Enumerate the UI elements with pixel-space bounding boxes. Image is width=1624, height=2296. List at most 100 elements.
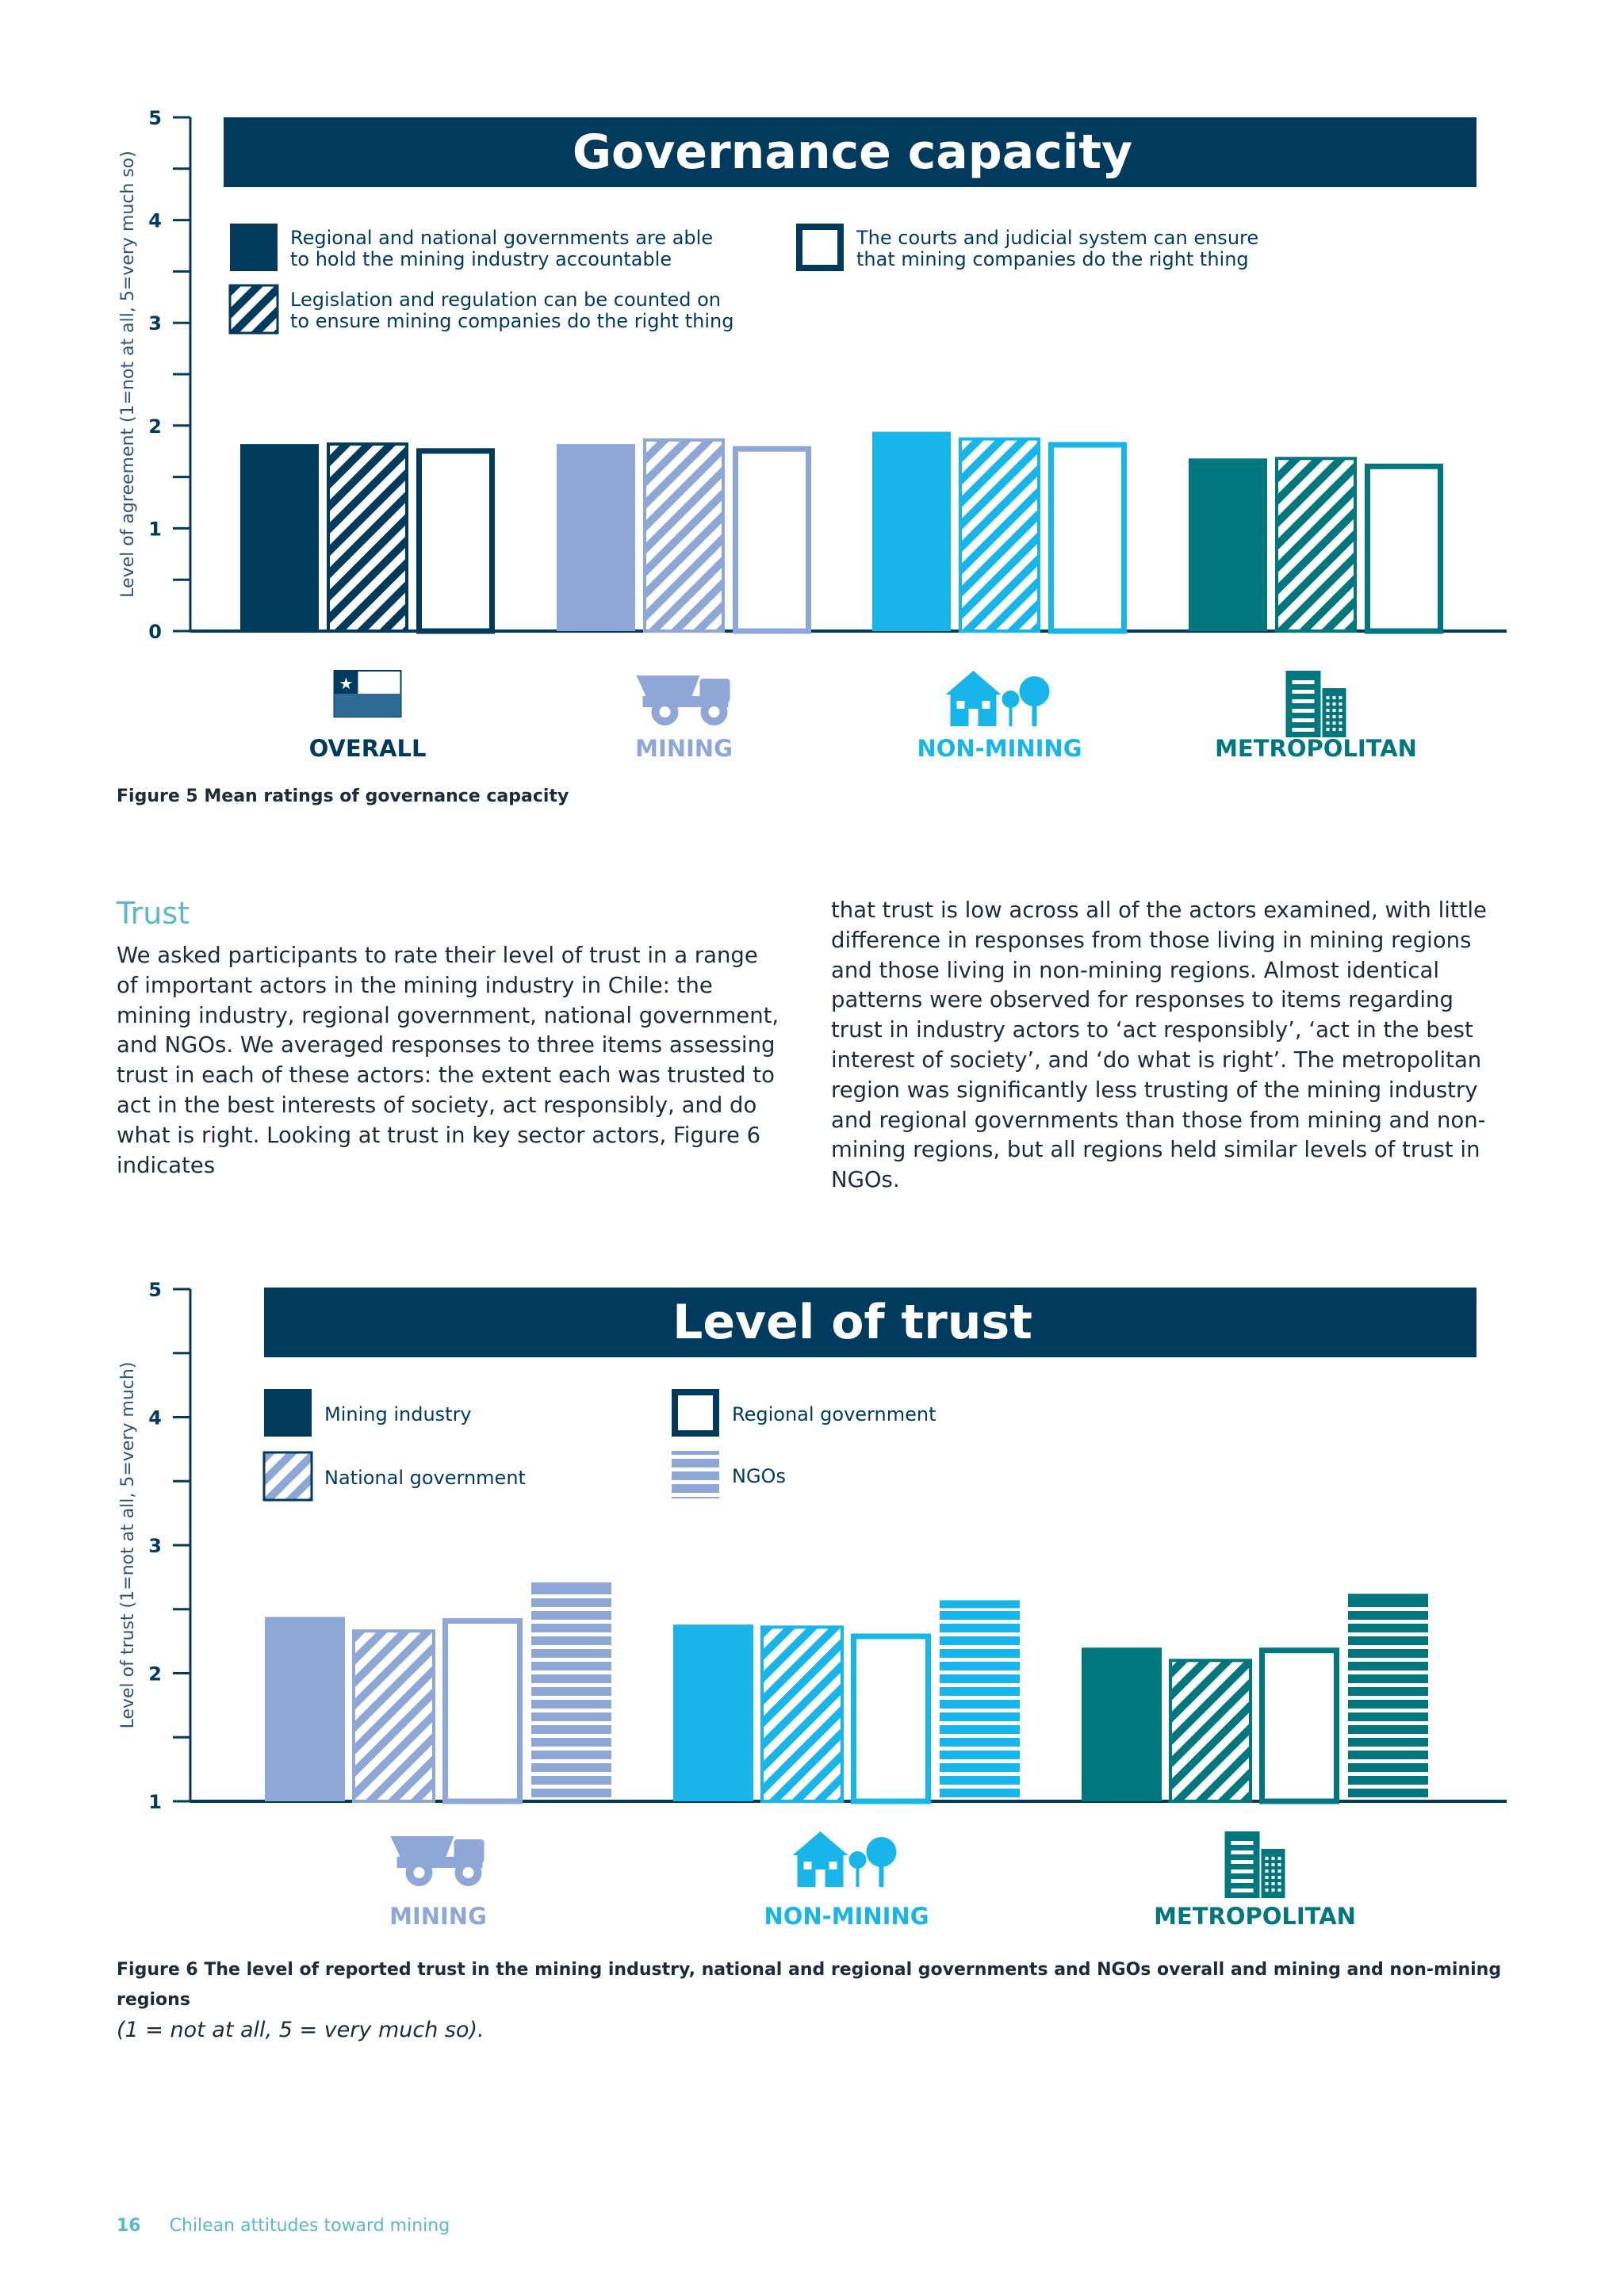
small-tree-trunk bbox=[856, 1866, 860, 1887]
tower-window-row bbox=[1292, 680, 1315, 684]
legend-swatch-striped bbox=[672, 1451, 719, 1498]
large-tree-crown bbox=[1019, 676, 1050, 706]
tower-window-row bbox=[1231, 1879, 1254, 1883]
tower-window bbox=[1339, 709, 1342, 712]
tower-window bbox=[1271, 1888, 1275, 1892]
y-tick-label: 4 bbox=[148, 210, 162, 232]
bar-non-mining-regional-government bbox=[851, 1633, 931, 1804]
y-axis-label: Level of agreement (1=not at all, 5=very… bbox=[118, 151, 138, 598]
figure-6-caption-bold: Figure 6 The level of reported trust in … bbox=[117, 1960, 1502, 2010]
tower-window bbox=[1339, 715, 1342, 718]
small-tree-crown bbox=[848, 1851, 867, 1869]
house-door bbox=[968, 709, 979, 726]
y-tick-label: 4 bbox=[148, 1407, 162, 1429]
tower-window bbox=[1339, 721, 1342, 725]
tower-window bbox=[1339, 702, 1342, 706]
tower-window bbox=[1271, 1863, 1275, 1866]
tower-window bbox=[1271, 1882, 1275, 1885]
legend-label-regional-and-national-governme: Regional and national governments are ab… bbox=[290, 227, 713, 270]
tower-window bbox=[1277, 1863, 1281, 1866]
legend-swatch-hatched bbox=[262, 1451, 313, 1502]
tower-window bbox=[1326, 715, 1330, 718]
legend-label-the-courts-and-judicial-system: The courts and judicial system can ensur… bbox=[856, 227, 1258, 270]
chart-title-banner bbox=[264, 1288, 1477, 1357]
legend-swatch-solid bbox=[230, 224, 278, 271]
bar-mining-mining-industry bbox=[265, 1617, 345, 1801]
tower-window bbox=[1339, 728, 1342, 731]
tower-window-row bbox=[1231, 1850, 1254, 1854]
figure-6-chart: 1 2 3 4 5 Level of trust (1=not at all, 5=ver… bbox=[118, 1279, 1507, 1930]
truck-hub bbox=[462, 1867, 474, 1878]
bar-overall-legislation-and-regulati bbox=[327, 442, 408, 633]
bar-metropolitan-regional-government bbox=[1259, 1647, 1339, 1804]
tower-window bbox=[1332, 702, 1336, 706]
bar-metropolitan-mining-industry bbox=[1082, 1647, 1162, 1801]
bar-mining-ngos bbox=[531, 1582, 611, 1801]
large-tree-trunk bbox=[1032, 702, 1037, 726]
tower-window-row bbox=[1292, 718, 1315, 722]
tower-window bbox=[1271, 1857, 1275, 1860]
tower-window bbox=[1265, 1888, 1269, 1892]
tower-window bbox=[1265, 1857, 1269, 1860]
bar-mining-national-government bbox=[352, 1629, 435, 1803]
legend-label-line: to ensure mining companies do the right … bbox=[290, 310, 733, 332]
figure-6-caption: Figure 6 The level of reported trust in … bbox=[117, 1955, 1528, 2045]
y-tick-label: 2 bbox=[148, 1663, 162, 1686]
tower-window-row bbox=[1292, 709, 1315, 713]
tower-window bbox=[1265, 1869, 1269, 1873]
house-roof bbox=[945, 671, 1002, 695]
bar-metropolitan-ngos-top bbox=[1348, 1594, 1428, 1602]
y-tick-label: 2 bbox=[148, 415, 162, 438]
tower-window bbox=[1332, 696, 1336, 699]
legend-label-regional-government: Regional government bbox=[732, 1403, 936, 1425]
legend-label-line: to hold the mining industry accountable bbox=[290, 248, 672, 270]
legend-label-national-government: National government bbox=[324, 1467, 526, 1489]
bar-overall-the-courts-and-judicial- bbox=[416, 448, 495, 634]
tower-window bbox=[1277, 1876, 1281, 1879]
paragraph-left: We asked participants to rate their leve… bbox=[117, 943, 779, 1178]
category-label-mining: MINING bbox=[635, 735, 733, 762]
y-tick-label: 1 bbox=[148, 518, 162, 540]
small-tree-trunk bbox=[1009, 706, 1013, 726]
section-heading: Trust bbox=[117, 896, 190, 931]
paragraph-right: that trust is low across all of the acto… bbox=[831, 897, 1487, 1193]
tower-window bbox=[1265, 1876, 1269, 1879]
tower-window bbox=[1277, 1882, 1281, 1885]
small-tree-crown bbox=[1002, 691, 1020, 708]
legend-label-line: that mining companies do the right thing bbox=[856, 248, 1249, 270]
category-label-mining: MINING bbox=[389, 1903, 487, 1930]
y-tick-label: 0 bbox=[148, 621, 162, 643]
tower-window bbox=[1271, 1876, 1275, 1879]
tower-window bbox=[1277, 1857, 1281, 1860]
legend-swatch-outline bbox=[796, 224, 844, 271]
chart-title: Governance capacity bbox=[573, 124, 1132, 180]
tower-window bbox=[1277, 1888, 1281, 1892]
house-window bbox=[956, 701, 965, 709]
truck-bed bbox=[636, 675, 700, 696]
legend-label-legislation-and-regulation-can: Legislation and regulation can be counte… bbox=[290, 289, 733, 332]
bar-overall-regional-and-national-go bbox=[240, 444, 319, 631]
category-label-overall: OVERALL bbox=[309, 735, 427, 762]
flag-canton bbox=[334, 671, 358, 694]
bar-mining-legislation-and-regulati bbox=[643, 438, 725, 633]
footer-title: Chilean attitudes toward mining bbox=[169, 2216, 450, 2236]
bar-metropolitan-legislation-and-regulati bbox=[1275, 457, 1357, 633]
tower-window bbox=[1271, 1869, 1275, 1873]
legend-swatch-hatched bbox=[228, 284, 279, 335]
figure-5-caption: Figure 5 Mean ratings of governance capa… bbox=[117, 786, 569, 806]
tower-window-row bbox=[1231, 1860, 1254, 1864]
y-tick-label: 3 bbox=[148, 1535, 162, 1557]
bar-non-mining-legislation-and-regulati bbox=[959, 437, 1040, 633]
bar-non-mining-the-courts-and-judicial- bbox=[1048, 442, 1127, 634]
truck-hub bbox=[708, 706, 720, 718]
tower-window bbox=[1332, 728, 1336, 731]
house-window bbox=[803, 1862, 812, 1869]
category-label-non-mining: NON-MINING bbox=[917, 735, 1082, 762]
legend-label-ngos: NGOs bbox=[732, 1465, 786, 1487]
tower-window bbox=[1326, 728, 1330, 731]
tower-window-row bbox=[1231, 1869, 1254, 1873]
bar-non-mining-national-government bbox=[760, 1625, 844, 1803]
tower-window bbox=[1332, 721, 1336, 725]
y-tick-label: 3 bbox=[148, 312, 162, 335]
flag-star: ★ bbox=[339, 674, 354, 693]
